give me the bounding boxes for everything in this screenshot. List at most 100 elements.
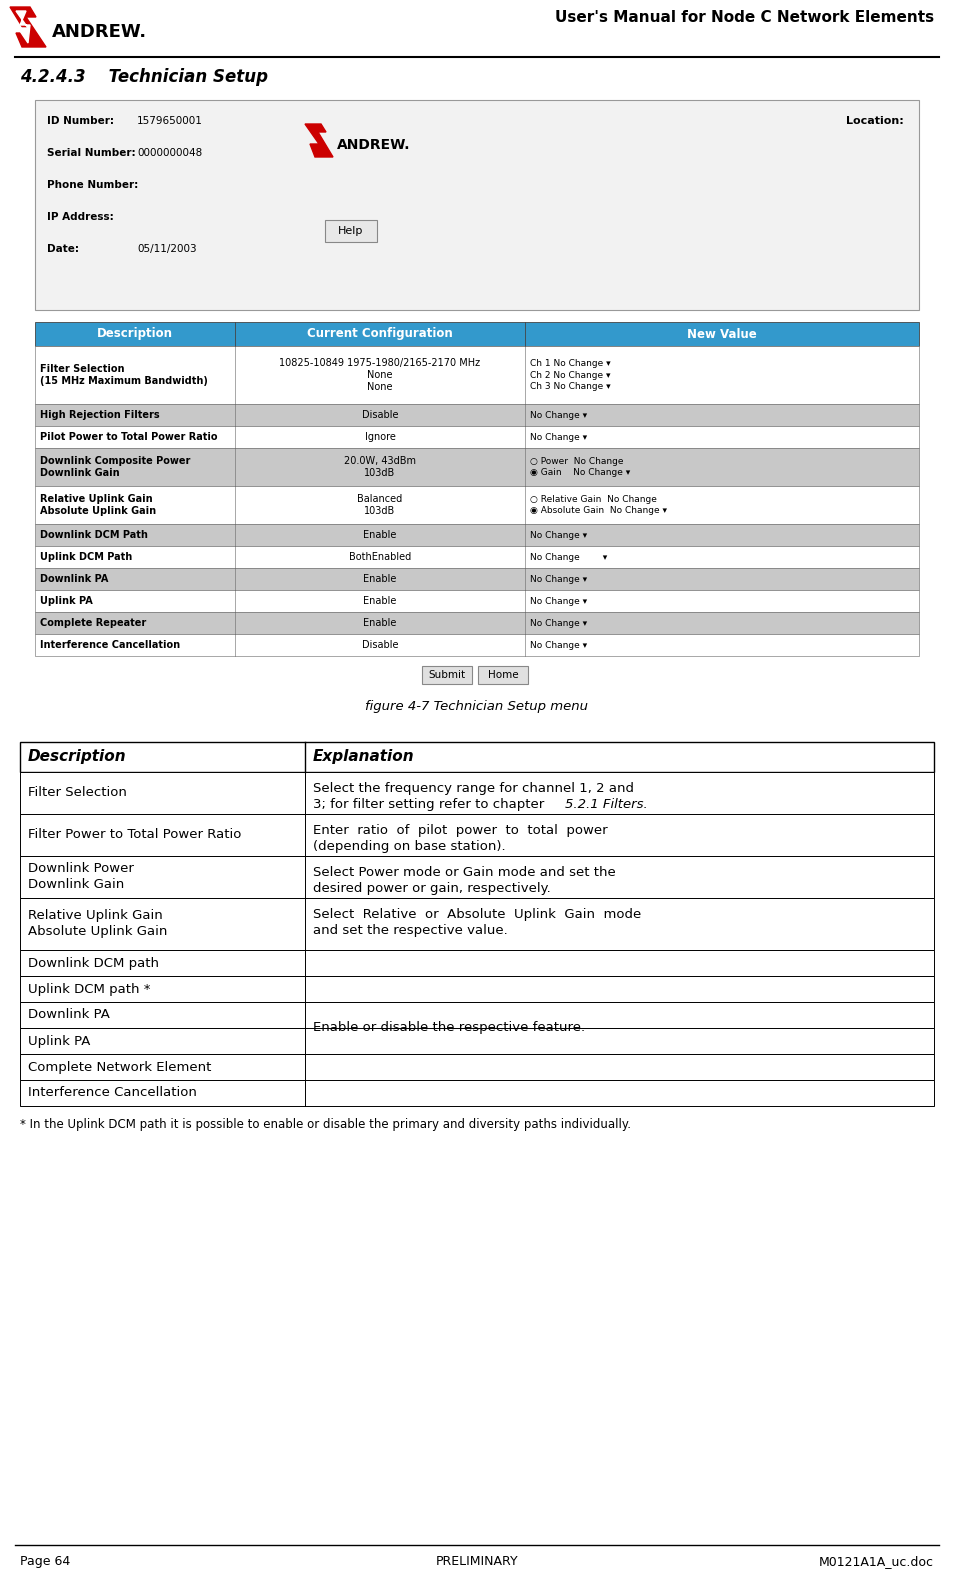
Text: 4.2.4.3    Technician Setup: 4.2.4.3 Technician Setup — [20, 68, 268, 87]
Text: 20.0W, 43dBm
103dB: 20.0W, 43dBm 103dB — [344, 456, 416, 478]
Text: Balanced
103dB: Balanced 103dB — [357, 494, 402, 516]
Text: Home: Home — [487, 671, 517, 680]
Text: Filter Power to Total Power Ratio: Filter Power to Total Power Ratio — [28, 828, 241, 842]
Text: Downlink DCM path: Downlink DCM path — [28, 957, 159, 970]
Bar — [35, 449, 918, 486]
Bar — [35, 346, 918, 405]
Text: No Change ▾: No Change ▾ — [530, 619, 586, 628]
Text: Disable: Disable — [361, 641, 397, 650]
Bar — [35, 612, 918, 634]
Bar — [20, 951, 933, 976]
Text: * In the Uplink DCM path it is possible to enable or disable the primary and div: * In the Uplink DCM path it is possible … — [20, 1118, 630, 1132]
Bar — [35, 524, 918, 546]
Text: ANDREW.: ANDREW. — [336, 139, 410, 153]
Text: Enter  ratio  of  pilot  power  to  total  power: Enter ratio of pilot power to total powe… — [313, 825, 607, 837]
Text: Enable: Enable — [363, 530, 396, 540]
Bar — [35, 101, 918, 310]
Bar — [20, 856, 933, 899]
Text: Select Power mode or Gain mode and set the: Select Power mode or Gain mode and set t… — [313, 866, 615, 878]
Bar — [0, 0, 953, 58]
Text: Help: Help — [338, 227, 363, 236]
Text: Uplink DCM path *: Uplink DCM path * — [28, 982, 151, 995]
Bar — [35, 568, 918, 590]
Text: No Change ▾: No Change ▾ — [530, 433, 586, 441]
Text: Current Configuration: Current Configuration — [307, 327, 453, 340]
Bar — [20, 814, 933, 856]
Text: 5.2.1 Filters.: 5.2.1 Filters. — [564, 798, 647, 811]
Text: ANDREW.: ANDREW. — [52, 24, 147, 41]
Polygon shape — [10, 6, 46, 47]
Text: Serial Number:: Serial Number: — [47, 148, 135, 157]
Text: Date:: Date: — [47, 244, 79, 253]
Text: Page 64: Page 64 — [20, 1555, 71, 1568]
Bar — [35, 323, 918, 346]
Bar — [35, 634, 918, 656]
Text: M0121A1A_uc.doc: M0121A1A_uc.doc — [818, 1555, 933, 1568]
Text: Relative Uplink Gain
Absolute Uplink Gain: Relative Uplink Gain Absolute Uplink Gai… — [40, 494, 156, 516]
Text: Select the frequency range for channel 1, 2 and: Select the frequency range for channel 1… — [313, 782, 634, 795]
Text: Description: Description — [97, 327, 172, 340]
Bar — [20, 741, 933, 771]
Bar — [421, 666, 472, 685]
Text: ○ Power  No Change
◉ Gain    No Change ▾: ○ Power No Change ◉ Gain No Change ▾ — [530, 456, 630, 477]
Text: Interference Cancellation: Interference Cancellation — [40, 641, 180, 650]
Text: 3; for filter setting refer to chapter: 3; for filter setting refer to chapter — [313, 798, 548, 811]
Text: High Rejection Filters: High Rejection Filters — [40, 409, 159, 420]
Text: and set the respective value.: and set the respective value. — [313, 924, 507, 937]
Text: No Change ▾: No Change ▾ — [530, 411, 586, 420]
Text: Downlink PA: Downlink PA — [28, 1009, 110, 1022]
Text: Uplink PA: Uplink PA — [40, 597, 92, 606]
Text: desired power or gain, respectively.: desired power or gain, respectively. — [313, 881, 550, 896]
Text: Downlink DCM Path: Downlink DCM Path — [40, 530, 148, 540]
Bar — [35, 405, 918, 427]
Text: Uplink DCM Path: Uplink DCM Path — [40, 552, 132, 562]
Text: Downlink Composite Power
Downlink Gain: Downlink Composite Power Downlink Gain — [40, 456, 191, 478]
Text: ○ Relative Gain  No Change
◉ Absolute Gain  No Change ▾: ○ Relative Gain No Change ◉ Absolute Gai… — [530, 494, 666, 515]
Polygon shape — [16, 11, 30, 42]
Bar — [20, 1055, 933, 1080]
Text: figure 4-7 Technician Setup menu: figure 4-7 Technician Setup menu — [365, 700, 588, 713]
Bar — [20, 976, 933, 1003]
Text: Enable: Enable — [363, 575, 396, 584]
Bar — [35, 590, 918, 612]
Bar — [325, 220, 376, 242]
Text: Complete Network Element: Complete Network Element — [28, 1061, 212, 1073]
Text: Downlink PA: Downlink PA — [40, 575, 109, 584]
Text: Enable: Enable — [363, 619, 396, 628]
Text: No Change ▾: No Change ▾ — [530, 641, 586, 650]
Text: Disable: Disable — [361, 409, 397, 420]
Text: Phone Number:: Phone Number: — [47, 179, 138, 190]
Bar — [20, 1028, 933, 1055]
Text: PRELIMINARY: PRELIMINARY — [436, 1555, 517, 1568]
Bar — [477, 666, 527, 685]
Text: Complete Repeater: Complete Repeater — [40, 619, 146, 628]
Text: No Change        ▾: No Change ▾ — [530, 552, 607, 562]
Text: No Change ▾: No Change ▾ — [530, 575, 586, 584]
Text: Relative Uplink Gain
Absolute Uplink Gain: Relative Uplink Gain Absolute Uplink Gai… — [28, 910, 167, 938]
Bar — [20, 1080, 933, 1107]
Text: 10825-10849 1975-1980/2165-2170 MHz
None
None: 10825-10849 1975-1980/2165-2170 MHz None… — [279, 357, 480, 392]
Text: Interference Cancellation: Interference Cancellation — [28, 1086, 196, 1100]
Text: Location:: Location: — [845, 116, 903, 126]
Text: User's Manual for Node C Network Elements: User's Manual for Node C Network Element… — [555, 9, 933, 25]
Text: Pilot Power to Total Power Ratio: Pilot Power to Total Power Ratio — [40, 431, 217, 442]
Text: Ch 1 No Change ▾
Ch 2 No Change ▾
Ch 3 No Change ▾: Ch 1 No Change ▾ Ch 2 No Change ▾ Ch 3 N… — [530, 359, 610, 390]
Text: 0000000048: 0000000048 — [137, 148, 202, 157]
Text: BothEnabled: BothEnabled — [349, 552, 411, 562]
Text: Enable: Enable — [363, 597, 396, 606]
Text: No Change ▾: No Change ▾ — [530, 530, 586, 540]
Text: 05/11/2003: 05/11/2003 — [137, 244, 196, 253]
Text: Filter Selection: Filter Selection — [28, 787, 127, 800]
Text: New Value: New Value — [686, 327, 756, 340]
Text: Ignore: Ignore — [364, 431, 395, 442]
Bar — [35, 546, 918, 568]
Text: 1579650001: 1579650001 — [137, 116, 203, 126]
Text: Select  Relative  or  Absolute  Uplink  Gain  mode: Select Relative or Absolute Uplink Gain … — [313, 908, 640, 921]
Text: Uplink PA: Uplink PA — [28, 1034, 91, 1048]
Bar — [20, 1003, 933, 1028]
Text: Downlink Power
Downlink Gain: Downlink Power Downlink Gain — [28, 863, 133, 891]
Bar — [35, 486, 918, 524]
Bar — [20, 771, 933, 814]
Text: Enable or disable the respective feature.: Enable or disable the respective feature… — [313, 1022, 584, 1034]
Text: (depending on base station).: (depending on base station). — [313, 841, 505, 853]
